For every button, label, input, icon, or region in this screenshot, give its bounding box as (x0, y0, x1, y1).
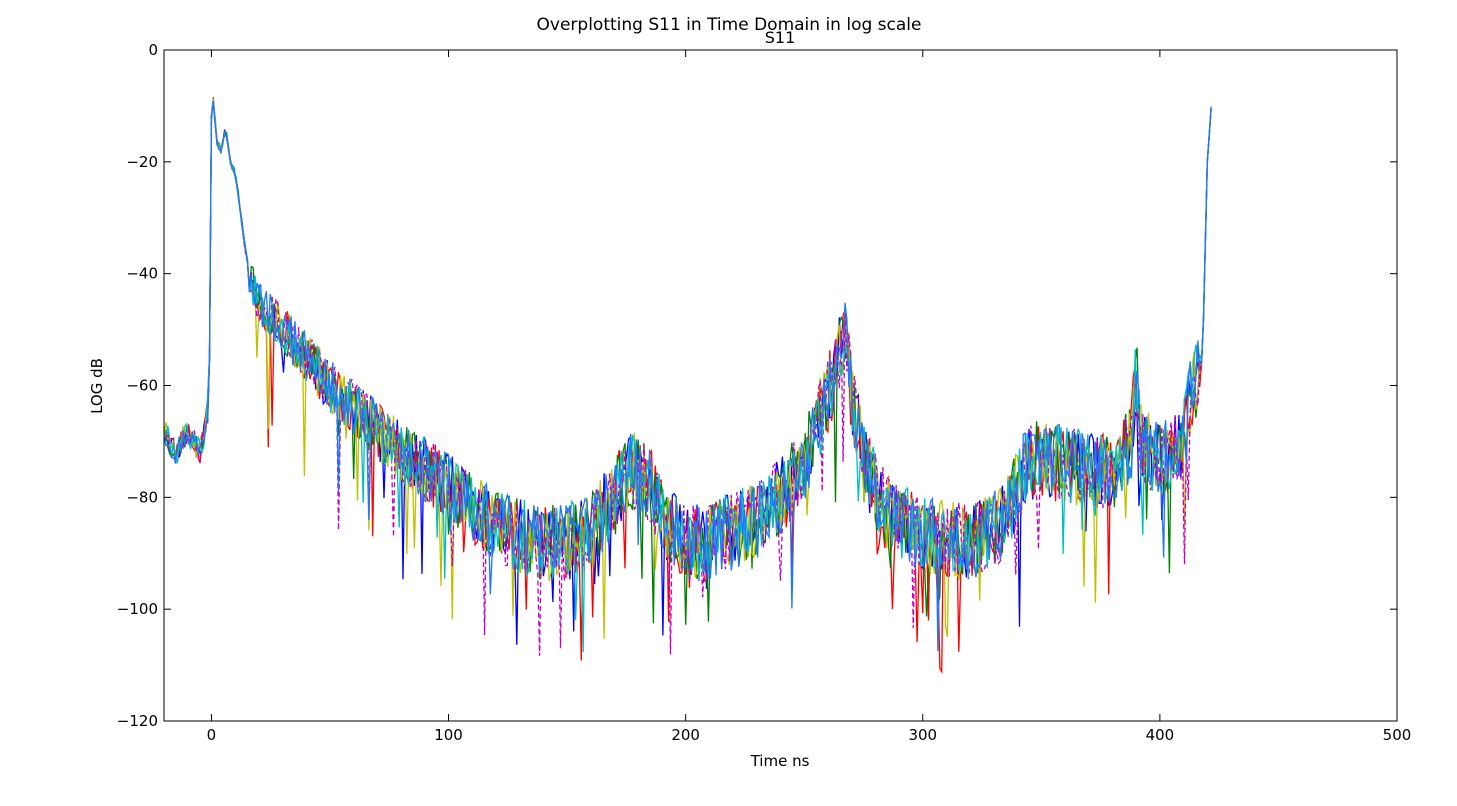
y-tick-label: −100 (117, 600, 158, 618)
y-tick-label: −60 (126, 377, 158, 395)
chart-title: Overplotting S11 in Time Domain in log s… (537, 15, 922, 35)
y-tick-label: 0 (148, 41, 158, 59)
y-tick-label: −80 (126, 488, 158, 506)
series-line-7 (164, 101, 1212, 652)
x-tick-label: 0 (207, 726, 217, 744)
x-tick-label: 300 (908, 726, 937, 744)
y-tick-label: −40 (126, 265, 158, 283)
series-line-5 (164, 101, 1212, 656)
x-tick-label: 500 (1383, 726, 1412, 744)
x-axis-label: Time ns (750, 752, 810, 770)
chart-subtitle: S11 (765, 28, 796, 47)
x-tick-label: 400 (1146, 726, 1175, 744)
ticks-layer: 0 100 200 300 400 500 0 −20 −40 −60 −80 −100 −120 (117, 41, 1412, 744)
x-tick-label: 100 (434, 726, 463, 744)
y-tick-label: −20 (126, 153, 158, 171)
series-layer (164, 97, 1212, 674)
y-tick-label: −120 (117, 712, 158, 730)
x-tick-label: 200 (671, 726, 700, 744)
y-axis-label: LOG dB (88, 358, 106, 414)
